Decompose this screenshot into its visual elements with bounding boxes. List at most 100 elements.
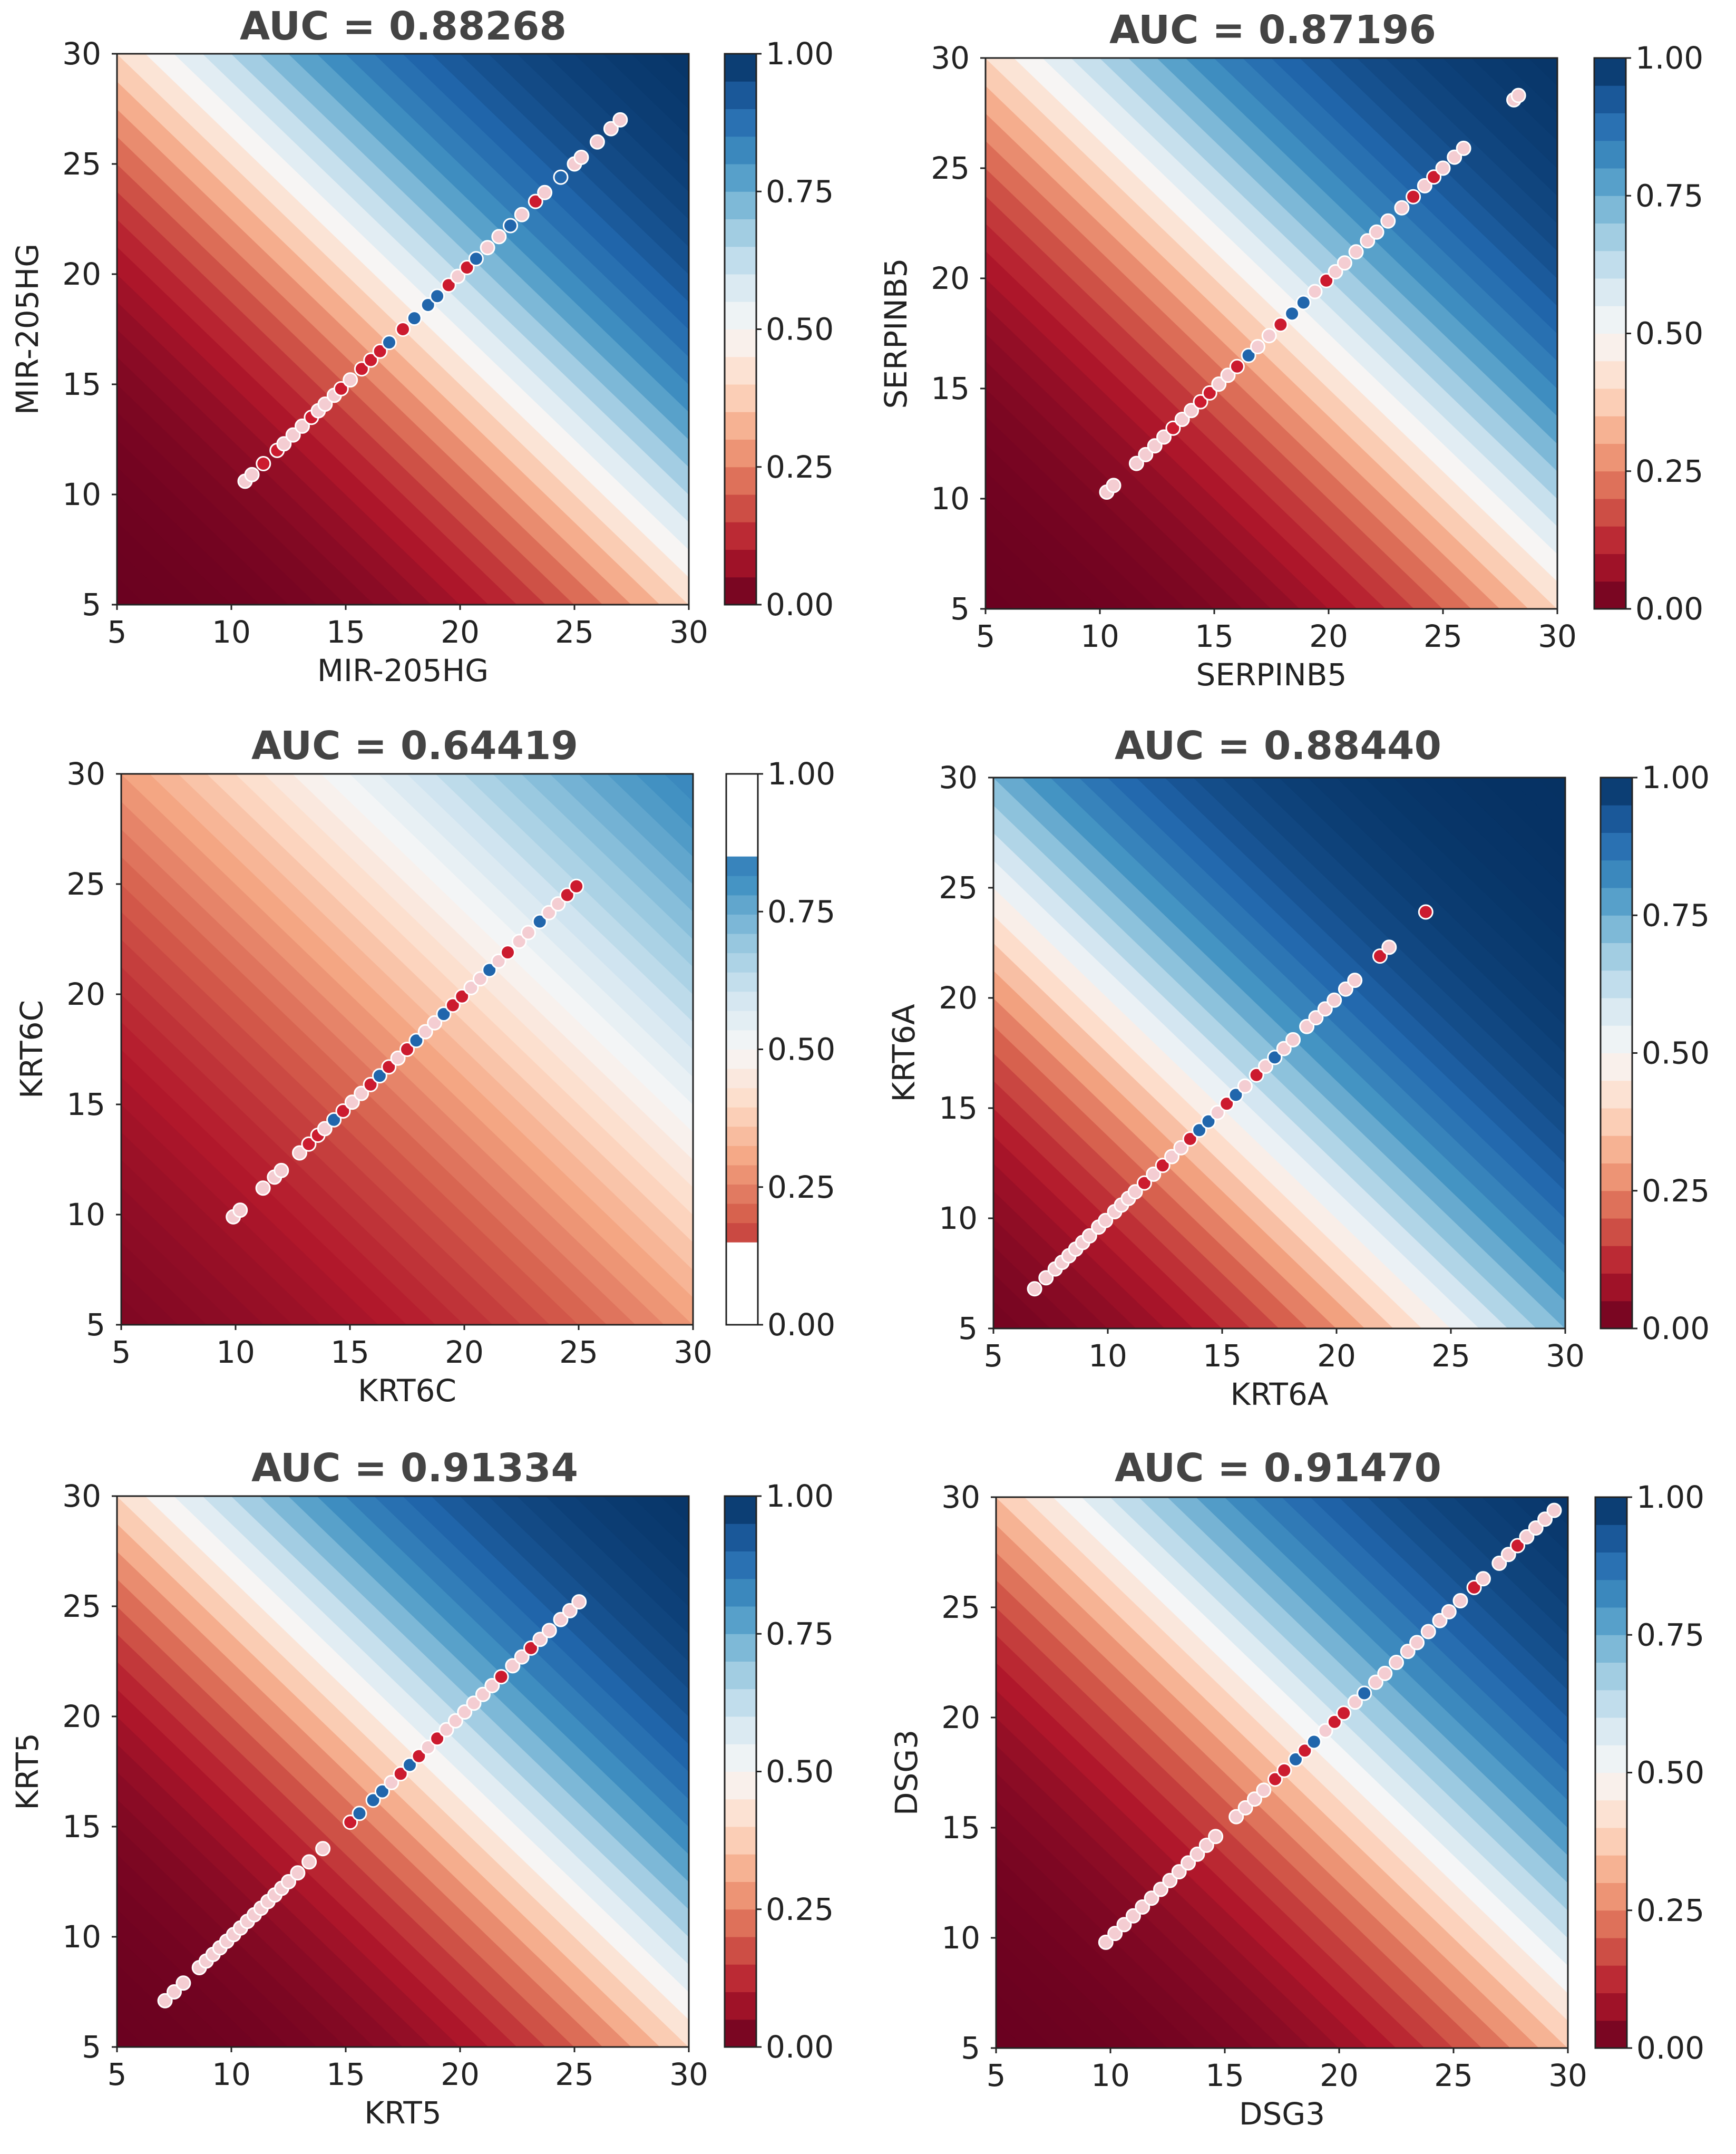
data-point bbox=[399, 1042, 415, 1057]
contour-band bbox=[602, 54, 689, 137]
colorbar-segment bbox=[1594, 389, 1626, 416]
y-tick-label: 25 bbox=[66, 866, 105, 902]
colorbar-segment bbox=[1595, 1828, 1627, 1856]
colorbar-segment bbox=[726, 1030, 758, 1050]
data-point bbox=[382, 335, 397, 351]
data-point bbox=[1198, 1837, 1214, 1853]
data-point bbox=[1156, 429, 1172, 445]
colorbar-tick-label: 0.00 bbox=[1636, 2030, 1704, 2066]
data-point bbox=[1106, 478, 1121, 493]
x-tick-label: 25 bbox=[555, 2056, 594, 2092]
data-point bbox=[1406, 189, 1421, 205]
contour-band bbox=[1138, 1497, 1568, 1911]
y-tick-label: 10 bbox=[941, 1920, 980, 1956]
colorbar-segment bbox=[726, 876, 758, 896]
colorbar-tick-label: 1.00 bbox=[1635, 40, 1703, 76]
data-point bbox=[1201, 1113, 1216, 1129]
data-point bbox=[523, 1640, 539, 1656]
colorbar-segment bbox=[725, 1524, 756, 1551]
y-tick-label: 5 bbox=[961, 2030, 980, 2066]
data-point bbox=[430, 288, 445, 304]
data-point bbox=[363, 1076, 378, 1092]
colorbar-segment bbox=[725, 1964, 756, 1992]
colorbar-segment bbox=[1594, 250, 1626, 279]
data-point bbox=[1420, 1624, 1436, 1639]
x-axis-label: MIR-205HG bbox=[317, 653, 489, 688]
data-point bbox=[1475, 1571, 1491, 1587]
colorbar-segment bbox=[725, 81, 756, 109]
x-axis-label: DSG3 bbox=[1239, 2096, 1325, 2132]
colorbar-tick-label: 0.75 bbox=[766, 1616, 834, 1652]
contour-band bbox=[1021, 778, 1565, 1302]
data-point bbox=[1337, 255, 1352, 271]
data-point bbox=[1249, 1067, 1264, 1083]
colorbar-segment bbox=[725, 164, 756, 192]
chart-panel: 5 10 15 20 25 30 5 10 15 20 25 30 KRT6C KRT6C AUC = 0.… bbox=[14, 723, 835, 1409]
data-point bbox=[1276, 1762, 1292, 1778]
colorbar-segment bbox=[1595, 1497, 1627, 1525]
chart-panel: 5 10 15 20 25 30 5 10 15 20 25 30 KRT5 KRT5 AUC = 0.91… bbox=[9, 1445, 834, 2131]
data-point bbox=[1208, 1829, 1224, 1845]
data-point bbox=[1258, 1059, 1273, 1074]
data-point bbox=[1348, 244, 1364, 260]
data-point bbox=[1441, 1604, 1457, 1619]
data-point bbox=[1347, 1694, 1363, 1710]
axes-frame bbox=[116, 1495, 690, 2048]
colorbar-segment bbox=[1601, 1080, 1632, 1109]
colorbar-segment bbox=[1601, 915, 1632, 943]
y-tick-label: 10 bbox=[62, 1919, 101, 1955]
contour-band bbox=[1128, 58, 1557, 472]
chart-panel: 5 10 15 20 25 30 5 10 15 20 25 30 DSG3 DSG3 AUC = 0.91… bbox=[889, 1445, 1704, 2132]
x-tick-label: 20 bbox=[445, 1334, 484, 1370]
data-point bbox=[301, 1854, 317, 1870]
y-tick-label: 20 bbox=[941, 1700, 980, 1735]
data-point bbox=[1246, 1791, 1262, 1807]
colorbar-segment bbox=[726, 1049, 758, 1069]
chart-panel: 5 10 15 20 25 30 5 10 15 20 25 30 MIR-205HG MIR-205HG… bbox=[9, 4, 834, 688]
data-point bbox=[1284, 306, 1300, 322]
y-tick-label: 10 bbox=[939, 1200, 978, 1236]
contour-band bbox=[660, 1496, 689, 1524]
data-point bbox=[1377, 1665, 1393, 1681]
data-point bbox=[482, 962, 498, 978]
colorbar-segment bbox=[726, 934, 758, 954]
colorbar-segment bbox=[725, 1854, 756, 1882]
data-point bbox=[1328, 264, 1343, 279]
colorbar-segment bbox=[725, 136, 756, 164]
data-point bbox=[301, 1136, 317, 1152]
axes-frame bbox=[995, 1496, 1569, 2049]
x-tick-label: 30 bbox=[1538, 618, 1577, 654]
data-point bbox=[1116, 1917, 1132, 1933]
data-point bbox=[365, 1792, 381, 1808]
x-tick-label: 5 bbox=[987, 2058, 1006, 2093]
data-point bbox=[569, 878, 584, 894]
colorbar-segment bbox=[725, 384, 756, 412]
data-point bbox=[1135, 1899, 1150, 1915]
colorbar-tick-label: 0.50 bbox=[766, 312, 834, 347]
data-point bbox=[1250, 339, 1265, 355]
contour-band bbox=[1536, 778, 1565, 806]
contour-band bbox=[602, 1496, 689, 1579]
contour-band bbox=[1479, 778, 1565, 861]
data-point bbox=[1338, 981, 1353, 997]
data-point bbox=[1189, 1846, 1205, 1862]
colorbar: 0.00 0.25 0.50 0.75 1.00 bbox=[1593, 40, 1703, 627]
scatter-points bbox=[157, 1594, 587, 2009]
y-tick-label: 30 bbox=[939, 760, 978, 795]
data-point bbox=[532, 914, 548, 929]
contour-band bbox=[1300, 58, 1557, 306]
data-point bbox=[1155, 1158, 1171, 1173]
colorbar-segment bbox=[1594, 471, 1626, 499]
data-point bbox=[1147, 438, 1163, 454]
contour-band bbox=[1081, 1497, 1568, 1966]
colorbar-segment bbox=[1594, 278, 1626, 306]
colorbar-segment bbox=[1594, 443, 1626, 472]
colorbar-segment bbox=[1595, 1800, 1627, 1828]
data-point bbox=[274, 1162, 289, 1178]
chart-title: AUC = 0.87196 bbox=[1109, 7, 1436, 53]
data-point bbox=[475, 1686, 491, 1702]
data-point bbox=[463, 980, 479, 995]
colorbar-segment bbox=[1595, 1525, 1627, 1553]
contour-band bbox=[1336, 778, 1565, 998]
data-point bbox=[1184, 403, 1199, 419]
